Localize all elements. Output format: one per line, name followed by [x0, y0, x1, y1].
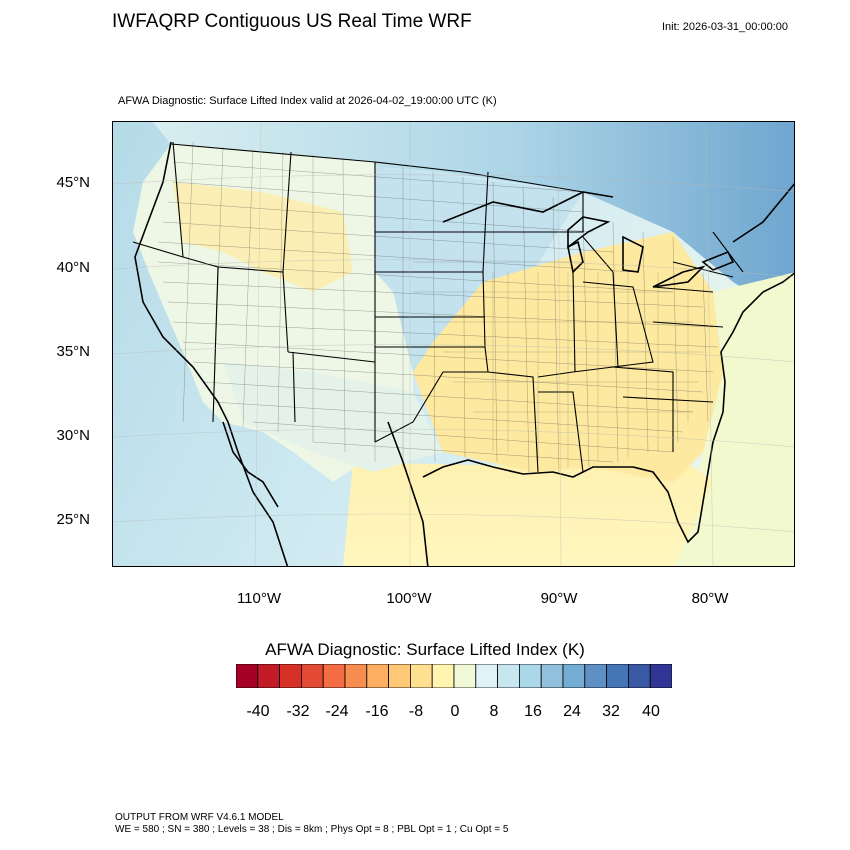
colorbar-tick-label: -8	[408, 703, 424, 720]
colorbar-swatch	[453, 664, 477, 688]
colorbar-tick-label: -24	[325, 703, 349, 720]
colorbar-swatch	[279, 664, 302, 688]
colorbar-tick-label: -16	[365, 703, 389, 720]
canada-field	[153, 122, 794, 321]
lon-label-90w: 90°W	[540, 590, 578, 607]
northern-plains-blue	[375, 167, 583, 372]
northwest-yellow-zone	[173, 182, 353, 292]
southwest-pale	[223, 362, 443, 472]
map-frame	[112, 121, 795, 567]
colorbar-swatch	[344, 664, 368, 688]
colorbar-tick-label: -32	[286, 703, 310, 720]
coastlines	[134, 141, 794, 566]
lat-label-25n: 25°N	[56, 511, 90, 528]
lat-label-40n: 40°N	[56, 259, 90, 276]
graticule	[113, 122, 794, 566]
colorbar-title: AFWA Diagnostic: Surface Lifted Index (K…	[265, 640, 585, 659]
lifted-index-map	[113, 122, 794, 566]
model-info-line1: OUTPUT FROM WRF V4.6.1 MODEL	[115, 812, 284, 823]
colorbar-tick-label: 40	[642, 703, 660, 720]
colorbar-swatch	[540, 664, 564, 688]
colorbar-swatch	[627, 664, 651, 688]
main-title: IWFAQRP Contiguous US Real Time WRF	[112, 11, 472, 32]
lon-label-110w: 110°W	[236, 590, 282, 607]
lon-label-100w: 100°W	[386, 590, 432, 607]
colorbar-swatch	[606, 664, 629, 688]
colorbar-swatch	[322, 664, 346, 688]
colorbar-swatch	[562, 664, 586, 688]
lat-label-45n: 45°N	[56, 174, 90, 191]
colorbar-swatch	[301, 664, 324, 688]
lat-label-30n: 30°N	[56, 427, 90, 444]
colorbar-tick-label: 32	[602, 703, 620, 720]
colorbar-swatch	[584, 664, 607, 688]
colorbar-swatch	[409, 664, 433, 688]
colorbar	[236, 664, 672, 688]
gulf-field	[343, 452, 713, 566]
colorbar-tick-label: 16	[524, 703, 542, 720]
colorbar-swatch	[518, 664, 542, 688]
lon-label-80w: 80°W	[691, 590, 729, 607]
lat-label-35n: 35°N	[56, 343, 90, 360]
colorbar-swatch	[388, 664, 411, 688]
colorbar-tick-label: 0	[450, 703, 460, 720]
colorbar-swatch	[475, 664, 499, 688]
init-time: Init: 2026-03-31_00:00:00	[662, 21, 788, 33]
colorbar-swatch	[497, 664, 520, 688]
colorbar-swatch	[649, 664, 672, 688]
colorbar-tick-label: 24	[563, 703, 581, 720]
colorbar-tick-label: 8	[489, 703, 499, 720]
colorbar-swatch	[431, 664, 455, 688]
colorbar-swatch	[236, 664, 259, 688]
colorbar-tick-label: -40	[246, 703, 270, 720]
colorbar-swatch	[366, 664, 390, 688]
model-info-line2: WE = 580 ; SN = 380 ; Levels = 38 ; Dis …	[115, 824, 509, 835]
colorbar-swatch	[257, 664, 280, 688]
plot-subtitle: AFWA Diagnostic: Surface Lifted Index va…	[118, 95, 497, 107]
state-boundaries	[132, 141, 744, 473]
